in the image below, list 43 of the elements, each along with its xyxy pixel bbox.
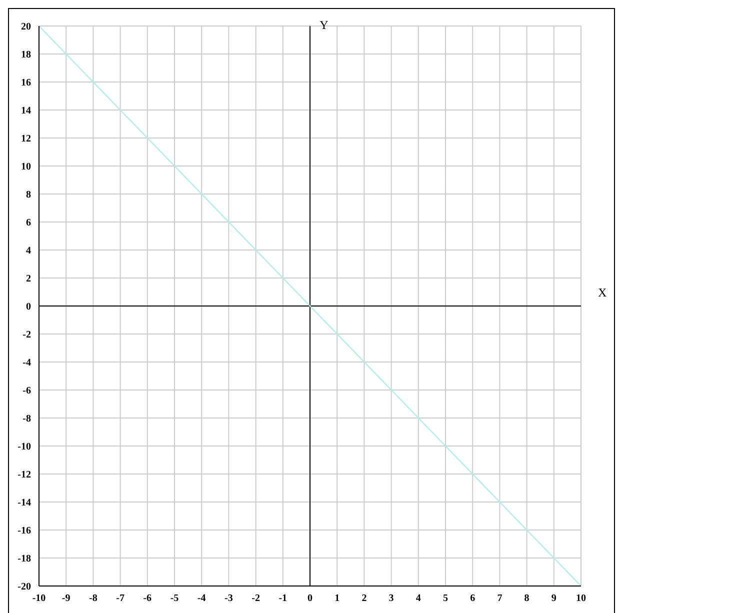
- x-tick-label: 9: [551, 593, 556, 604]
- y-tick-label: 0: [26, 302, 31, 313]
- y-tick-label: -10: [18, 442, 31, 453]
- y-axis-title: Y: [320, 18, 329, 32]
- y-tick-label: -12: [18, 470, 31, 481]
- y-tick-label: -20: [18, 582, 31, 593]
- x-tick-label: -7: [116, 593, 124, 604]
- y-tick-label: 12: [21, 134, 31, 145]
- y-tick-label: 6: [26, 218, 31, 229]
- x-tick-label: 6: [470, 593, 476, 604]
- x-tick-label: 2: [362, 593, 367, 604]
- x-axis-title: X: [598, 285, 607, 300]
- y-tick-label: 8: [26, 190, 31, 201]
- x-tick-label: 4: [416, 593, 421, 604]
- y-tick-label: 4: [26, 246, 31, 257]
- x-tick-label: 1: [334, 593, 340, 604]
- x-tick-label: -9: [62, 593, 70, 604]
- y-tick-label: -6: [22, 386, 31, 397]
- y-tick-label: -4: [22, 358, 31, 369]
- y-tick-label: 2: [26, 274, 31, 285]
- x-tick-label: -3: [224, 593, 233, 604]
- x-tick-label: 3: [388, 593, 394, 604]
- x-tick-label: -5: [170, 593, 179, 604]
- x-tick-label: -4: [197, 593, 206, 604]
- y-tick-label: 16: [21, 78, 31, 89]
- x-tick-label: -6: [143, 593, 152, 604]
- y-tick-label: 18: [21, 50, 31, 61]
- y-tick-label: -2: [22, 330, 31, 341]
- y-tick-label: -8: [22, 414, 31, 425]
- x-tick-label: 0: [308, 593, 312, 604]
- x-tick-label: 10: [576, 593, 586, 604]
- x-tick-label: 7: [497, 593, 502, 604]
- y-tick-label: 20: [21, 22, 31, 33]
- y-tick-label: -16: [18, 526, 31, 537]
- x-tick-label: 8: [524, 593, 530, 604]
- x-tick-label: -2: [252, 593, 260, 604]
- x-tick-label: -1: [278, 593, 288, 604]
- y-tick-label: -14: [18, 498, 31, 509]
- x-tick-label: -8: [89, 593, 98, 604]
- x-tick-label: 5: [443, 593, 448, 604]
- y-tick-label: 10: [21, 162, 31, 173]
- y-tick-label: 14: [21, 106, 31, 117]
- y-tick-label: -18: [18, 554, 31, 565]
